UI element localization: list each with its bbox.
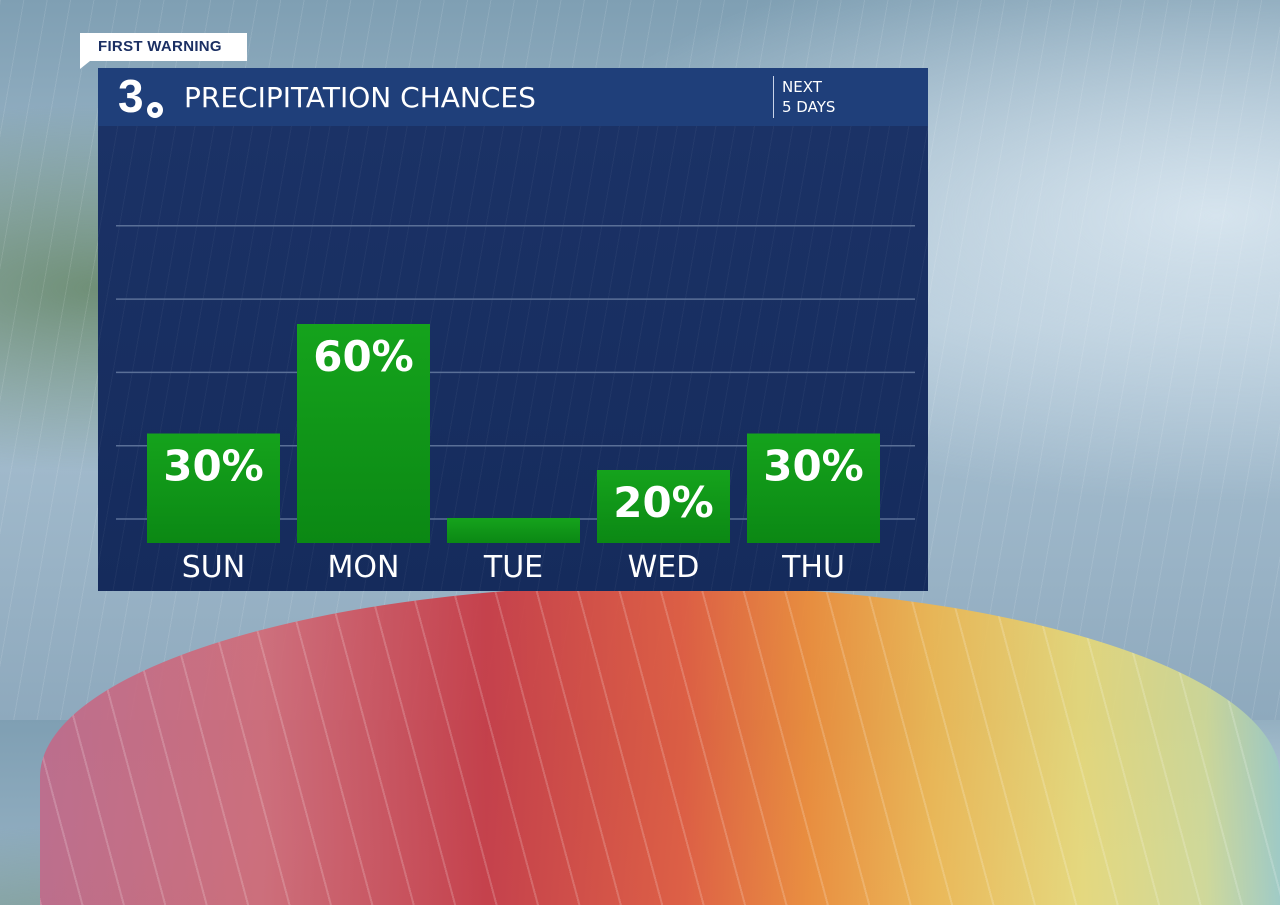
eye-icon bbox=[145, 100, 165, 120]
value-label-sun: 30% bbox=[163, 442, 264, 491]
forecast-range-line1: NEXT bbox=[782, 78, 822, 96]
chart-header: 3 PRECIPITATION CHANCES NEXT 5 DAYS bbox=[98, 68, 928, 127]
value-label-mon: 60% bbox=[313, 332, 414, 381]
bars bbox=[147, 324, 880, 543]
category-labels: SUN MON TUE WED THU bbox=[182, 550, 845, 585]
first-warning-badge: FIRST WARNING bbox=[80, 33, 247, 69]
forecast-range: NEXT 5 DAYS bbox=[782, 77, 835, 117]
value-labels: 30% 60% 20% 30% bbox=[163, 332, 864, 527]
bar-mon bbox=[297, 324, 430, 543]
bar-wed bbox=[597, 470, 730, 543]
forecast-range-line2: 5 DAYS bbox=[782, 98, 836, 116]
category-label-wed: WED bbox=[628, 550, 700, 585]
category-label-sun: SUN bbox=[182, 550, 245, 585]
logo-number: 3 bbox=[118, 70, 144, 122]
category-label-mon: MON bbox=[328, 550, 400, 585]
station-logo: 3 bbox=[118, 72, 166, 120]
value-label-thu: 30% bbox=[763, 442, 864, 491]
chart-title: PRECIPITATION CHANCES bbox=[184, 81, 536, 114]
bar-sun bbox=[147, 433, 280, 543]
category-label-thu: THU bbox=[781, 550, 845, 585]
bar-thu bbox=[747, 433, 880, 543]
value-label-wed: 20% bbox=[613, 478, 714, 527]
header-divider bbox=[773, 76, 774, 118]
precipitation-chart: 30% 60% 20% 30% SUN MON TUE WED THU bbox=[116, 225, 915, 585]
category-label-tue: TUE bbox=[483, 550, 543, 585]
bar-tue bbox=[447, 518, 580, 543]
